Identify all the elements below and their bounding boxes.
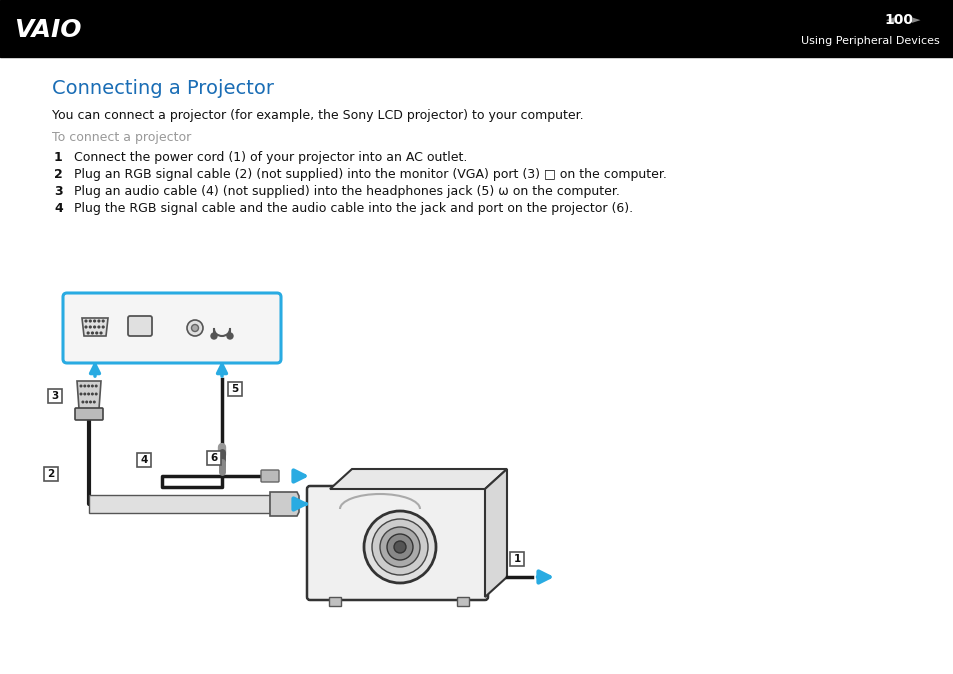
Circle shape — [93, 401, 95, 403]
Circle shape — [187, 320, 203, 336]
Circle shape — [82, 401, 84, 403]
Text: Using Peripheral Devices: Using Peripheral Devices — [801, 36, 939, 46]
Circle shape — [95, 332, 97, 334]
Circle shape — [90, 320, 91, 322]
Bar — [48, 389, 62, 403]
Text: 2: 2 — [54, 168, 63, 181]
Circle shape — [90, 401, 91, 403]
Circle shape — [95, 393, 97, 395]
Text: 4: 4 — [54, 202, 63, 215]
Text: 2: 2 — [48, 469, 54, 479]
Text: 6: 6 — [211, 453, 217, 463]
Bar — [44, 467, 58, 481]
Polygon shape — [484, 469, 506, 597]
Circle shape — [100, 332, 102, 334]
FancyBboxPatch shape — [128, 316, 152, 336]
Circle shape — [84, 393, 86, 395]
Circle shape — [91, 393, 93, 395]
Polygon shape — [330, 469, 506, 489]
Circle shape — [90, 326, 91, 328]
FancyBboxPatch shape — [75, 408, 103, 420]
Circle shape — [211, 333, 216, 339]
Polygon shape — [82, 318, 108, 336]
Circle shape — [379, 527, 419, 567]
Circle shape — [86, 401, 88, 403]
Circle shape — [80, 393, 82, 395]
Bar — [207, 451, 221, 465]
FancyBboxPatch shape — [261, 470, 278, 482]
FancyBboxPatch shape — [63, 293, 281, 363]
Text: 3: 3 — [54, 185, 63, 198]
Circle shape — [372, 519, 428, 575]
FancyBboxPatch shape — [307, 486, 488, 600]
Bar — [137, 453, 151, 467]
Text: 4: 4 — [140, 455, 148, 465]
Circle shape — [95, 386, 97, 387]
Circle shape — [98, 320, 100, 322]
Text: To connect a projector: To connect a projector — [52, 131, 191, 144]
Circle shape — [227, 333, 233, 339]
Polygon shape — [77, 381, 101, 409]
Circle shape — [93, 320, 95, 322]
Bar — [510, 552, 523, 566]
Circle shape — [98, 326, 100, 328]
Text: You can connect a projector (for example, the Sony LCD projector) to your comput: You can connect a projector (for example… — [52, 109, 583, 122]
Circle shape — [80, 386, 82, 387]
Text: 5: 5 — [232, 384, 238, 394]
Bar — [329, 597, 340, 606]
Circle shape — [192, 324, 198, 332]
Text: Connect the power cord (1) of your projector into an AC outlet.: Connect the power cord (1) of your proje… — [74, 151, 467, 164]
Text: 100: 100 — [883, 13, 913, 27]
Bar — [456, 597, 469, 606]
Text: VAIO: VAIO — [14, 18, 81, 42]
Circle shape — [102, 320, 104, 322]
Circle shape — [93, 326, 95, 328]
Circle shape — [364, 511, 436, 583]
Text: ◄: ◄ — [885, 15, 894, 25]
Text: Plug an RGB signal cable (2) (not supplied) into the monitor (VGA) port (3) □ on: Plug an RGB signal cable (2) (not suppli… — [74, 168, 666, 181]
Polygon shape — [270, 492, 298, 516]
Circle shape — [88, 393, 90, 395]
Text: ►: ► — [911, 15, 920, 25]
Text: 1: 1 — [513, 554, 520, 564]
Text: Connecting a Projector: Connecting a Projector — [52, 79, 274, 98]
Bar — [0, 0, 953, 57]
Circle shape — [394, 541, 406, 553]
Circle shape — [88, 386, 90, 387]
Text: Plug the RGB signal cable and the audio cable into the jack and port on the proj: Plug the RGB signal cable and the audio … — [74, 202, 633, 215]
Circle shape — [85, 320, 87, 322]
Text: 1: 1 — [54, 151, 63, 164]
Circle shape — [84, 386, 86, 387]
Circle shape — [87, 332, 89, 334]
Circle shape — [387, 534, 413, 560]
Circle shape — [102, 326, 104, 328]
Bar — [228, 382, 242, 396]
Text: 3: 3 — [51, 391, 58, 401]
Circle shape — [91, 332, 93, 334]
Text: Plug an audio cable (4) (not supplied) into the headphones jack (5) ⍵ on the com: Plug an audio cable (4) (not supplied) i… — [74, 185, 619, 198]
Polygon shape — [89, 495, 270, 513]
Circle shape — [85, 326, 87, 328]
Circle shape — [91, 386, 93, 387]
